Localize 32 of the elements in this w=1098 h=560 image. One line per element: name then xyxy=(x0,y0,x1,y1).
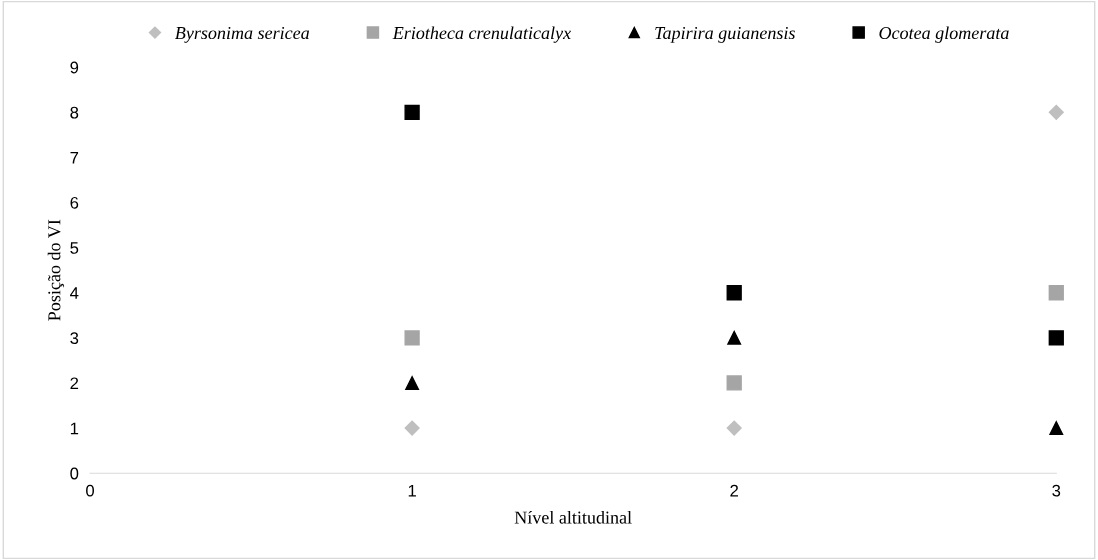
point xyxy=(726,420,742,436)
y-tick-label: 5 xyxy=(70,242,79,254)
point xyxy=(404,420,420,436)
point xyxy=(1049,421,1064,436)
point xyxy=(1048,330,1064,346)
y-tick-label: 6 xyxy=(70,196,79,209)
x-tick-label: 2 xyxy=(730,484,738,497)
x-tick-label: 0 xyxy=(86,484,95,497)
point xyxy=(726,285,742,301)
y-tick-label: 0 xyxy=(70,467,79,480)
y-tick-label: 1 xyxy=(70,422,79,435)
y-tick-label: 8 xyxy=(70,106,79,119)
point xyxy=(727,330,742,345)
point xyxy=(726,375,742,391)
y-tick-label: 4 xyxy=(70,287,79,299)
point xyxy=(405,376,420,390)
x-tick-label: 1 xyxy=(408,484,416,497)
point xyxy=(404,104,420,120)
y-tick-label: 9 xyxy=(70,61,79,74)
y-axis-title: Posição do VI xyxy=(47,219,65,321)
y-tick-label: 7 xyxy=(70,152,79,164)
point xyxy=(1048,104,1064,120)
y-tick-label: 3 xyxy=(70,332,79,345)
legend-label: Byrsonima sericea xyxy=(174,26,310,43)
point xyxy=(1048,285,1064,301)
x-axis-title: Nível altitudinal xyxy=(514,510,632,524)
y-tick-label: 2 xyxy=(70,377,79,390)
legend-label: Ocotea glomerata xyxy=(879,26,1009,43)
x-tick-label: 3 xyxy=(1052,484,1061,497)
legend-label: Tapirira guianensis xyxy=(655,26,795,43)
legend-label: Eriotheca crenulaticalyx xyxy=(392,26,571,43)
point xyxy=(404,330,420,346)
